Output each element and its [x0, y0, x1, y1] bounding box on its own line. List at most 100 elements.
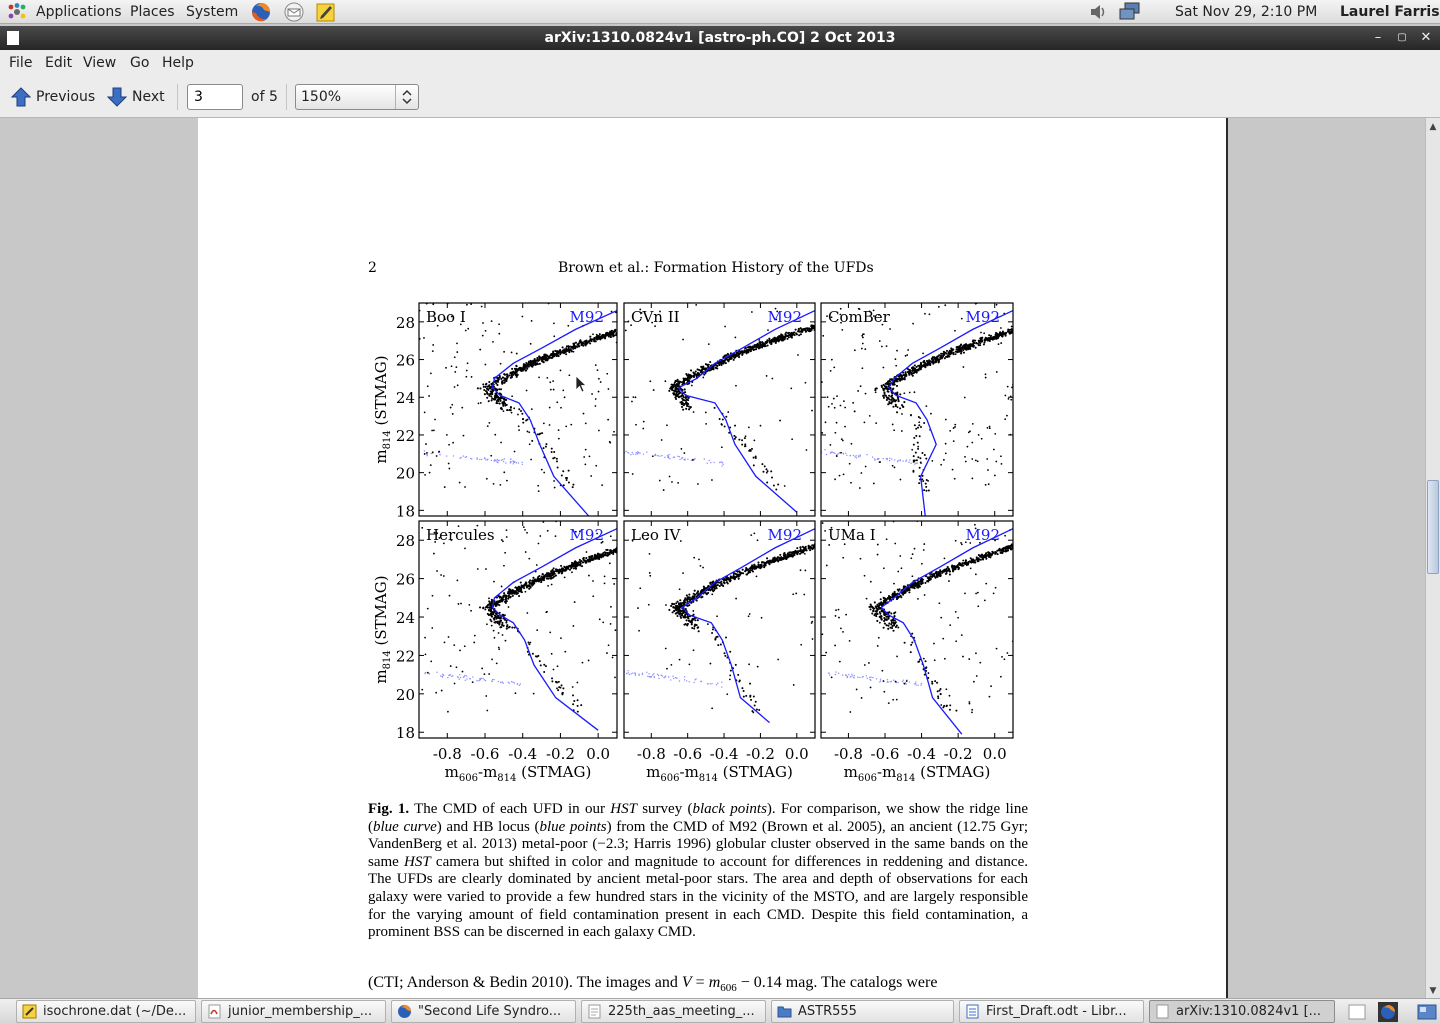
previous-button[interactable]: Previous: [11, 83, 97, 111]
close-button[interactable]: ✕: [1420, 30, 1432, 45]
field-star: [562, 567, 565, 570]
maximize-button[interactable]: ▢: [1397, 32, 1407, 43]
field-star: [826, 315, 828, 318]
field-star: [640, 316, 643, 319]
menu-go[interactable]: Go: [130, 55, 150, 71]
star-point: [700, 526, 702, 528]
star-point: [618, 331, 620, 333]
star-point: [686, 379, 689, 382]
star-point: [703, 525, 705, 527]
star-point: [490, 395, 493, 398]
network-icon[interactable]: [1118, 2, 1142, 22]
menu-help[interactable]: Help: [162, 55, 194, 71]
field-star: [864, 465, 867, 468]
field-star: [490, 454, 493, 457]
star-point: [539, 664, 542, 667]
star-point: [975, 342, 978, 345]
hb-point: [721, 462, 724, 464]
hb-point: [654, 454, 656, 456]
star-point: [894, 304, 896, 306]
star-point: [707, 523, 709, 525]
zoom-select[interactable]: 150%: [295, 84, 419, 110]
field-star: [660, 439, 663, 441]
star-point: [574, 563, 577, 566]
star-point: [578, 563, 581, 566]
document-viewer[interactable]: 2 Brown et al.: Formation History of the…: [0, 118, 1425, 998]
volume-icon[interactable]: [1089, 3, 1109, 21]
star-point: [1022, 325, 1024, 327]
star-point: [674, 384, 677, 387]
field-star: [581, 661, 584, 664]
hb-point: [679, 458, 681, 461]
hb-point: [476, 679, 478, 682]
hb-point: [657, 674, 660, 677]
star-point: [551, 680, 554, 683]
field-star: [465, 375, 468, 378]
star-point: [482, 383, 485, 386]
field-star: [1000, 455, 1002, 458]
star-point: [914, 451, 917, 454]
field-star: [640, 312, 643, 314]
star-point: [685, 372, 688, 376]
places-menu[interactable]: Places: [130, 4, 175, 20]
star-point: [482, 606, 485, 609]
next-button[interactable]: Next: [107, 83, 167, 111]
star-point: [925, 489, 928, 492]
field-star: [838, 474, 841, 477]
star-point: [703, 373, 706, 376]
star-point: [890, 306, 892, 308]
minimize-button[interactable]: –: [1374, 30, 1382, 45]
star-point: [888, 305, 890, 307]
hb-point: [641, 672, 644, 675]
star-point: [700, 523, 702, 525]
menu-view[interactable]: View: [83, 55, 117, 71]
star-point: [570, 564, 573, 568]
star-point: [1022, 325, 1024, 327]
star-point: [915, 517, 917, 519]
star-point: [903, 376, 906, 379]
field-star: [433, 552, 435, 555]
window-titlebar[interactable]: arXiv:1310.0824v1 [astro-ph.CO] 2 Oct 20…: [0, 26, 1440, 50]
field-star: [485, 695, 488, 697]
star-point: [899, 300, 901, 302]
field-star: [966, 445, 969, 448]
hb-point: [442, 674, 445, 677]
field-star: [508, 409, 510, 412]
field-star: [962, 366, 965, 368]
field-star: [683, 452, 686, 454]
applications-menu[interactable]: Applications: [36, 4, 122, 20]
field-star: [456, 384, 459, 387]
firefox-icon[interactable]: [250, 1, 272, 23]
hb-point: [459, 674, 461, 676]
field-star: [468, 603, 471, 606]
user-name[interactable]: Laurel Farris: [1340, 4, 1440, 20]
field-star: [464, 547, 466, 550]
system-menu[interactable]: System: [186, 4, 239, 20]
field-star: [635, 423, 637, 426]
field-star: [426, 385, 429, 388]
menubar: File Edit View Go Help: [0, 50, 1440, 76]
field-star: [598, 618, 601, 621]
notes-icon[interactable]: [315, 1, 337, 23]
star-point: [887, 305, 889, 307]
mail-icon[interactable]: [283, 1, 305, 23]
star-point: [883, 385, 886, 388]
star-point: [955, 346, 958, 349]
star-point: [538, 433, 541, 436]
star-point: [502, 397, 505, 400]
menu-edit[interactable]: Edit: [45, 55, 73, 71]
star-point: [551, 576, 554, 579]
field-star: [878, 340, 881, 342]
next-label: Next: [132, 89, 165, 105]
menu-file[interactable]: File: [9, 55, 33, 71]
star-point: [894, 403, 897, 406]
hb-point: [831, 451, 833, 453]
hb-point: [509, 462, 512, 464]
clock[interactable]: Sat Nov 29, 2:10 PM: [1175, 4, 1318, 20]
star-point: [528, 581, 531, 584]
page-number-input[interactable]: [187, 84, 243, 110]
window-menu-icon[interactable]: [7, 31, 19, 45]
hb-point: [513, 682, 516, 684]
field-star: [467, 327, 470, 330]
field-star: [862, 336, 864, 339]
